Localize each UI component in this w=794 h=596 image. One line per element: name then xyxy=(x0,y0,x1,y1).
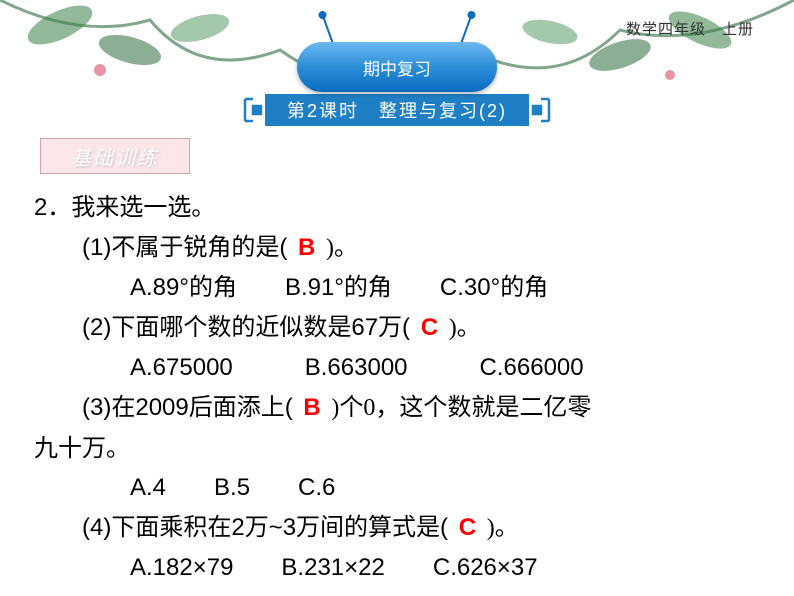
subq-1: (1)不属于锐角的是( B )。 xyxy=(34,228,760,269)
chapter-pill: 期中复习 xyxy=(297,42,497,92)
subq-2-text-after: )。 xyxy=(449,315,481,341)
subq-2-text-before: 下面哪个数的近似数是67万( xyxy=(111,314,410,341)
pill-antenna-left xyxy=(322,17,333,44)
subq-3-line2: 九十万。 xyxy=(34,429,760,469)
subq-2-options: A.675000 B.663000 C.666000 xyxy=(34,348,760,388)
content-area: 2．我来选一选。 (1)不属于锐角的是( B )。 A.89°的角 B.91°的… xyxy=(34,188,760,588)
subq-1-text-after: )。 xyxy=(326,235,358,261)
subq-1-text-before: 不属于锐角的是( xyxy=(111,234,287,261)
subq-3-prefix: (3) xyxy=(82,394,111,421)
subq-4-answer: C xyxy=(455,514,480,541)
subq-4-text-after: )。 xyxy=(487,515,519,541)
subq-4-prefix: (4) xyxy=(82,514,111,541)
bracket-right-icon xyxy=(529,97,553,123)
subq-4: (4)下面乘积在2万~3万间的算式是( C )。 xyxy=(34,508,760,549)
subq-1-prefix: (1) xyxy=(82,234,111,261)
subq-3-text-before: 在2009后面添上( xyxy=(111,394,292,421)
grade-label: 数学四年级 上册 xyxy=(626,18,754,39)
subq-3-options: A.4 B.5 C.6 xyxy=(34,468,760,508)
chapter-pill-wrapper: 期中复习 xyxy=(297,42,497,92)
subq-3-answer: B xyxy=(299,394,324,421)
subq-2-prefix: (2) xyxy=(82,314,111,341)
subtitle-bar: 第2课时 整理与复习(2) xyxy=(241,95,553,125)
subq-3-text-after: )个0，这个数就是二亿零 xyxy=(331,395,591,421)
subq-4-options: A.182×79 B.231×22 C.626×37 xyxy=(34,548,760,588)
subq-1-options: A.89°的角 B.91°的角 C.30°的角 xyxy=(34,268,760,308)
bracket-left-icon xyxy=(241,97,265,123)
section-badge: 基础训练 xyxy=(40,138,190,174)
subq-4-text-before: 下面乘积在2万~3万间的算式是( xyxy=(111,514,448,541)
chapter-title: 期中复习 xyxy=(363,55,431,80)
subq-1-answer: B xyxy=(294,234,319,261)
subq-2: (2)下面哪个数的近似数是67万( C )。 xyxy=(34,308,760,349)
subq-2-answer: C xyxy=(417,314,442,341)
pill-antenna-right xyxy=(460,17,471,44)
question-title: 2．我来选一选。 xyxy=(34,188,760,228)
subtitle-text: 第2课时 整理与复习(2) xyxy=(265,94,529,126)
subq-3: (3)在2009后面添上( B )个0，这个数就是二亿零 xyxy=(34,388,760,429)
